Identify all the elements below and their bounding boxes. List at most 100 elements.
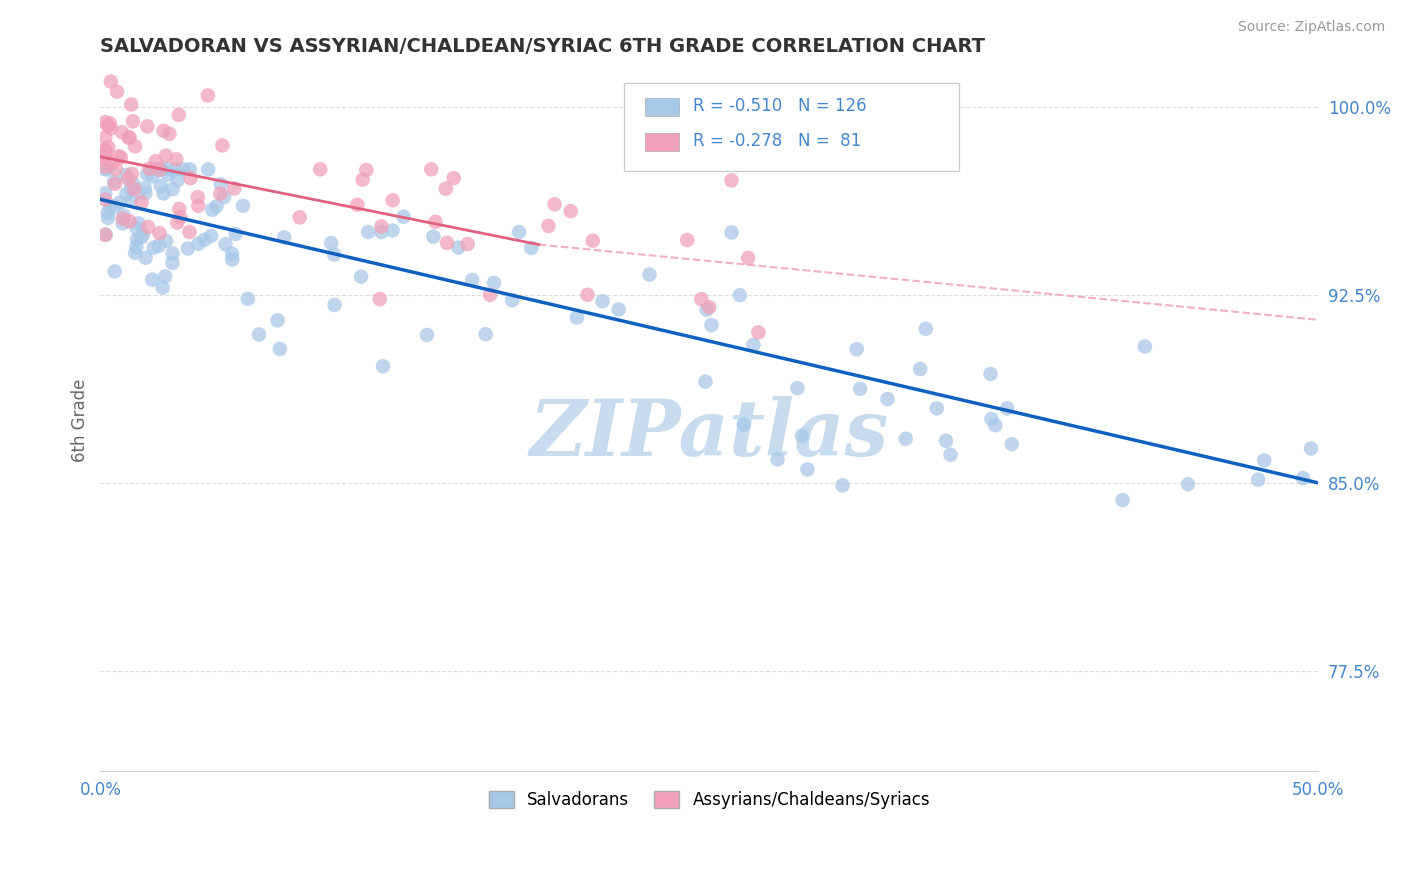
Point xyxy=(134,186,156,201)
Point xyxy=(134,181,156,195)
Point xyxy=(197,162,219,177)
Point xyxy=(346,198,368,212)
Point xyxy=(232,199,254,213)
Point xyxy=(908,362,931,376)
Point xyxy=(111,217,134,231)
Point xyxy=(737,251,759,265)
Point xyxy=(179,171,201,186)
Point xyxy=(124,139,146,153)
Point xyxy=(94,130,117,145)
Point xyxy=(97,206,120,220)
Point xyxy=(169,211,191,225)
Point xyxy=(786,381,808,395)
Point xyxy=(508,225,530,239)
Point xyxy=(720,173,742,187)
Point xyxy=(607,302,630,317)
Point xyxy=(110,151,132,165)
Point xyxy=(1292,471,1315,485)
Point xyxy=(148,162,170,177)
Point xyxy=(205,199,228,213)
Point xyxy=(136,120,159,134)
Point xyxy=(436,235,458,250)
Point xyxy=(357,225,380,239)
FancyBboxPatch shape xyxy=(624,83,959,170)
Point xyxy=(501,293,523,308)
Point xyxy=(97,140,120,154)
Point xyxy=(443,171,465,186)
Point xyxy=(425,215,447,229)
Point xyxy=(100,121,122,136)
Point xyxy=(148,162,170,177)
Point xyxy=(177,242,200,256)
Point xyxy=(323,298,346,312)
Point xyxy=(995,401,1018,416)
Point xyxy=(94,162,117,177)
Point xyxy=(422,229,444,244)
Point xyxy=(153,269,176,284)
Point xyxy=(125,220,148,235)
Point xyxy=(457,237,479,252)
Point xyxy=(371,359,394,374)
Point xyxy=(381,223,404,237)
Point xyxy=(381,194,404,208)
Point xyxy=(676,233,699,247)
Point xyxy=(356,162,378,177)
Point xyxy=(690,292,713,306)
Point xyxy=(461,273,484,287)
Point xyxy=(94,186,117,201)
Point xyxy=(115,168,138,182)
Point xyxy=(94,227,117,242)
Point xyxy=(187,190,209,204)
Point xyxy=(849,382,872,396)
Point xyxy=(94,145,117,159)
Point xyxy=(157,127,180,141)
Point xyxy=(224,181,246,195)
Point xyxy=(309,162,332,177)
Point xyxy=(143,162,166,177)
Point xyxy=(172,162,194,177)
Point xyxy=(162,256,184,270)
Point xyxy=(152,281,174,295)
Point xyxy=(582,234,605,248)
Point xyxy=(980,367,1002,381)
Point xyxy=(156,168,179,182)
Point xyxy=(131,230,153,244)
Point xyxy=(266,313,288,327)
Point xyxy=(247,327,270,342)
Point xyxy=(162,246,184,260)
Point xyxy=(136,220,159,235)
Point xyxy=(1111,493,1133,508)
Point xyxy=(111,125,134,139)
Point xyxy=(370,225,392,239)
Point xyxy=(720,226,742,240)
Point xyxy=(560,204,582,219)
Point xyxy=(321,235,343,250)
Point xyxy=(537,219,560,233)
Point xyxy=(112,209,135,223)
Point xyxy=(482,276,505,290)
Point xyxy=(107,149,129,163)
Y-axis label: 6th Grade: 6th Grade xyxy=(72,378,89,462)
Point xyxy=(269,342,291,356)
Point xyxy=(122,177,145,191)
Point xyxy=(236,292,259,306)
Point xyxy=(447,241,470,255)
Point xyxy=(214,237,236,252)
Point xyxy=(370,219,392,234)
Point xyxy=(97,119,120,133)
Point xyxy=(97,211,120,225)
Point xyxy=(124,182,146,196)
Point xyxy=(104,177,127,191)
Point xyxy=(136,167,159,181)
Text: SALVADORAN VS ASSYRIAN/CHALDEAN/SYRIAC 6TH GRADE CORRELATION CHART: SALVADORAN VS ASSYRIAN/CHALDEAN/SYRIAC 6… xyxy=(100,37,986,56)
Point xyxy=(352,172,374,186)
Point xyxy=(288,211,311,225)
Point xyxy=(138,161,160,176)
Point xyxy=(728,288,751,302)
Point xyxy=(179,225,201,239)
Point xyxy=(876,392,898,406)
Point xyxy=(984,418,1007,433)
Point xyxy=(742,338,765,352)
Point xyxy=(94,193,117,207)
Point xyxy=(179,162,201,177)
